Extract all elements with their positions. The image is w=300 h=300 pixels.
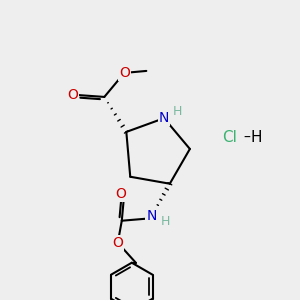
Text: –: –: [243, 131, 250, 145]
Text: H: H: [173, 105, 182, 118]
Text: O: O: [112, 236, 123, 250]
Text: N: N: [147, 209, 157, 223]
Text: N: N: [159, 111, 169, 125]
Text: Cl: Cl: [222, 130, 237, 146]
Text: O: O: [67, 88, 78, 102]
Text: O: O: [116, 187, 126, 201]
Text: O: O: [119, 66, 130, 80]
Text: H: H: [251, 130, 262, 146]
Text: H: H: [161, 215, 170, 228]
